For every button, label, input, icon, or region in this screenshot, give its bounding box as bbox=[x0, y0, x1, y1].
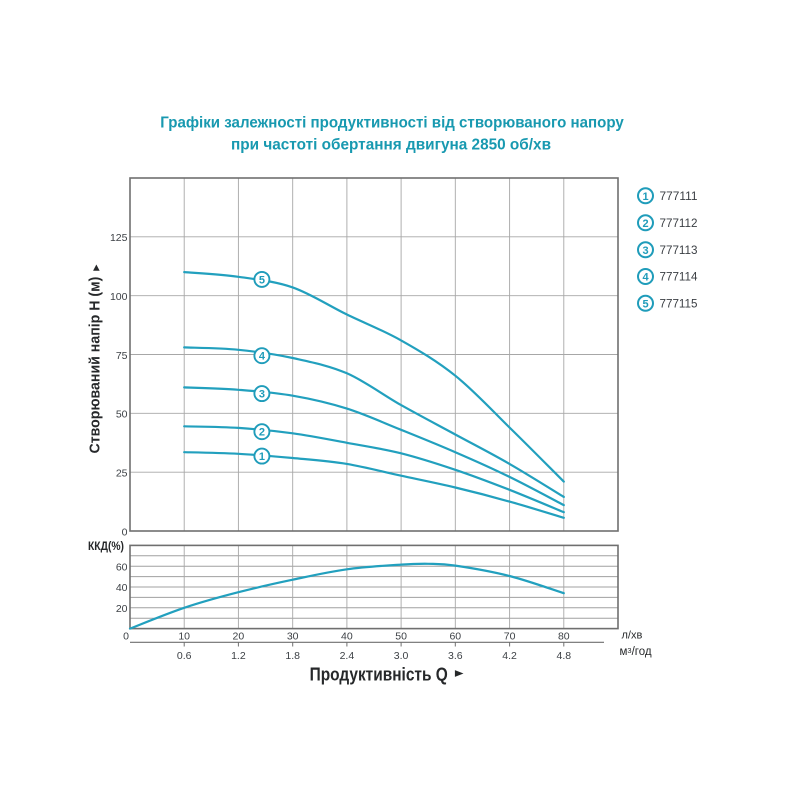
svg-text:1: 1 bbox=[259, 451, 265, 463]
svg-text:4.8: 4.8 bbox=[556, 650, 571, 662]
svg-text:3: 3 bbox=[642, 245, 648, 257]
svg-text:70: 70 bbox=[504, 630, 516, 642]
svg-text:2: 2 bbox=[642, 218, 648, 230]
svg-text:5: 5 bbox=[259, 274, 265, 286]
svg-text:100: 100 bbox=[110, 291, 128, 303]
svg-text:50: 50 bbox=[395, 630, 407, 642]
svg-text:2.4: 2.4 bbox=[340, 650, 355, 662]
svg-text:777111: 777111 bbox=[660, 191, 698, 203]
svg-text:5: 5 bbox=[642, 298, 648, 310]
svg-text:777114: 777114 bbox=[660, 272, 699, 284]
svg-text:777112: 777112 bbox=[660, 218, 698, 230]
svg-text:777113: 777113 bbox=[660, 245, 698, 257]
svg-text:50: 50 bbox=[116, 409, 128, 421]
svg-text:20: 20 bbox=[233, 630, 245, 642]
svg-text:Продуктивність Q: Продуктивність Q bbox=[310, 665, 448, 685]
svg-text:м3/год: м3/год bbox=[620, 646, 652, 658]
svg-text:777115: 777115 bbox=[660, 298, 698, 310]
svg-text:0.6: 0.6 bbox=[177, 650, 192, 662]
svg-text:при частоті обертання двигуна: при частоті обертання двигуна 2850 об/хв bbox=[231, 136, 551, 153]
svg-text:Графіки залежності продуктивно: Графіки залежності продуктивності від ст… bbox=[160, 115, 624, 132]
svg-text:1.8: 1.8 bbox=[285, 650, 300, 662]
svg-text:1: 1 bbox=[642, 191, 648, 203]
svg-text:л/хв: л/хв bbox=[622, 630, 643, 642]
svg-text:30: 30 bbox=[287, 630, 299, 642]
svg-text:40: 40 bbox=[116, 582, 128, 594]
svg-text:ККД(%): ККД(%) bbox=[88, 541, 124, 553]
svg-text:25: 25 bbox=[116, 468, 128, 480]
svg-text:75: 75 bbox=[116, 350, 128, 362]
svg-text:4: 4 bbox=[259, 351, 266, 363]
svg-text:0: 0 bbox=[123, 630, 129, 642]
svg-text:Створюваний напір H (м) ►: Створюваний напір H (м) ► bbox=[87, 263, 104, 454]
svg-text:10: 10 bbox=[178, 630, 190, 642]
svg-text:125: 125 bbox=[110, 232, 128, 244]
svg-text:40: 40 bbox=[341, 630, 353, 642]
svg-text:4.2: 4.2 bbox=[502, 650, 517, 662]
svg-text:3.6: 3.6 bbox=[448, 650, 463, 662]
svg-text:3.0: 3.0 bbox=[394, 650, 409, 662]
svg-text:60: 60 bbox=[116, 561, 128, 573]
svg-text:3: 3 bbox=[259, 389, 265, 401]
svg-text:4: 4 bbox=[642, 272, 649, 284]
svg-text:2: 2 bbox=[259, 427, 265, 439]
svg-text:60: 60 bbox=[449, 630, 461, 642]
svg-text:80: 80 bbox=[558, 630, 570, 642]
svg-text:0: 0 bbox=[122, 526, 128, 538]
svg-text:1.2: 1.2 bbox=[231, 650, 246, 662]
svg-text:20: 20 bbox=[116, 603, 128, 615]
